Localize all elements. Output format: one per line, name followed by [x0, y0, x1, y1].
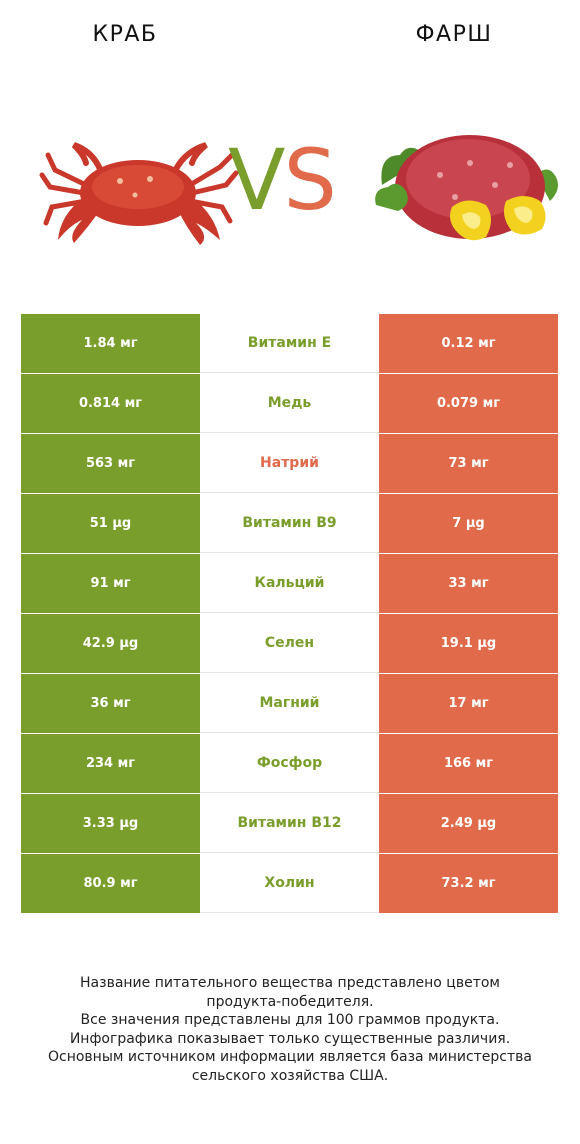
left-value: 36 мг — [21, 674, 200, 733]
left-value: 42.9 µg — [21, 614, 200, 673]
footer-line: Название питательного вещества представл… — [80, 975, 500, 991]
table-row: 36 мг Магний 17 мг — [21, 674, 558, 733]
footer-line: Инфографика показывает только существенн… — [69, 1030, 511, 1047]
right-value: 19.1 µg — [379, 614, 558, 673]
right-value: 33 мг — [379, 554, 558, 613]
crab-image — [39, 142, 239, 245]
left-value: 3.33 µg — [21, 794, 200, 853]
footer-line: продукта-победителя. — [206, 993, 374, 1010]
left-value: 1.84 мг — [21, 314, 200, 373]
right-value: 7 µg — [379, 494, 558, 553]
right-value: 73 мг — [379, 434, 558, 493]
nutrient-name: Магний — [200, 674, 379, 733]
right-value: 0.079 мг — [379, 374, 558, 433]
minced-meat-image — [375, 135, 558, 241]
footer-line: сельского хозяйства США. — [191, 1067, 389, 1084]
nutrient-name: Фосфор — [200, 734, 379, 793]
right-value: 2.49 µg — [379, 794, 558, 853]
nutrient-name: Натрий — [200, 434, 379, 493]
right-value: 0.12 мг — [379, 314, 558, 373]
left-value: 563 мг — [21, 434, 200, 493]
nutrient-name: Витамин E — [200, 314, 379, 373]
left-product-title: КРАБ — [92, 22, 158, 47]
hero-images — [39, 135, 558, 245]
footer-line: Все значения представлены для 100 граммо… — [80, 1012, 500, 1028]
nutrient-name: Селен — [200, 614, 379, 673]
comparison-table: 1.84 мг Витамин E 0.12 мг 0.814 мг Медь 0.079… — [21, 314, 558, 914]
table-row: 3.33 µg Витамин B12 2.49 µg — [21, 794, 558, 853]
table-row: 0.814 мг Медь 0.079 мг — [21, 374, 558, 433]
footer-note: Название питательного вещества представл… — [20, 974, 560, 1085]
left-value: 234 мг — [21, 734, 200, 793]
nutrient-name: Витамин B9 — [200, 494, 379, 553]
table-row: 1.84 мг Витамин E 0.12 мг — [21, 314, 558, 373]
nutrient-name: Витамин B12 — [200, 794, 379, 853]
vs-v: V — [228, 131, 285, 229]
table-row: 91 мг Кальций 33 мг — [21, 554, 558, 613]
right-value: 166 мг — [379, 734, 558, 793]
table-row: 80.9 мг Холин 73.2 мг — [21, 854, 558, 913]
footer-line: Основным источником информации является … — [48, 1049, 532, 1065]
vs-s: S — [283, 131, 336, 229]
right-product-title: ФАРШ — [415, 22, 493, 47]
left-value: 51 µg — [21, 494, 200, 553]
right-value: 17 мг — [379, 674, 558, 733]
table-row: 563 мг Натрий 73 мг — [21, 434, 558, 493]
nutrient-name: Холин — [200, 854, 379, 913]
vs-label: VS — [228, 138, 337, 222]
table-row: 51 µg Витамин B9 7 µg — [21, 494, 558, 553]
left-value: 91 мг — [21, 554, 200, 613]
nutrient-name: Кальций — [200, 554, 379, 613]
left-value: 0.814 мг — [21, 374, 200, 433]
table-row: 234 мг Фосфор 166 мг — [21, 734, 558, 793]
right-value: 73.2 мг — [379, 854, 558, 913]
nutrient-name: Медь — [200, 374, 379, 433]
left-value: 80.9 мг — [21, 854, 200, 913]
table-row: 42.9 µg Селен 19.1 µg — [21, 614, 558, 673]
